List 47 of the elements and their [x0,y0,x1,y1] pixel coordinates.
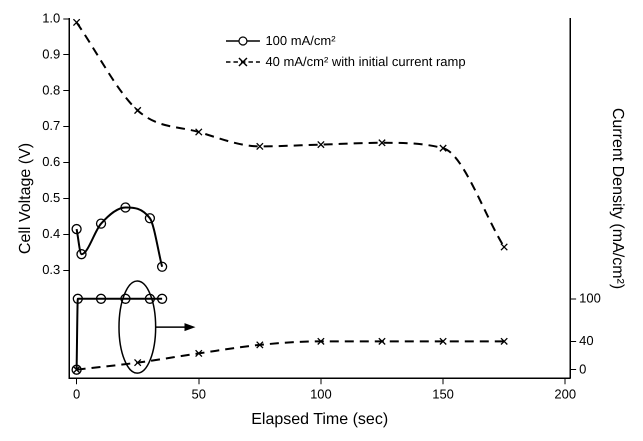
point [72,18,80,26]
point [194,128,203,136]
point [500,243,508,251]
y-tick-label: 0.8 [42,82,60,98]
y-tick-label: 0.6 [42,154,60,170]
point [96,294,106,304]
y-tick-label: 0.7 [42,118,60,134]
point [156,294,168,304]
y-tick-label: 1.0 [42,10,60,26]
point [120,294,131,304]
y2-tick-label: 0 [579,361,586,376]
y-tick-label: 0.5 [42,190,60,206]
point [317,338,325,346]
legend-label: 100 mA/cm² [265,32,336,48]
y-axis-title: Cell Voltage (V) [17,142,34,254]
point [134,358,142,366]
point [156,262,168,272]
point [256,142,264,150]
x-axis-title: Elapsed Time (sec) [251,410,388,428]
y2-tick-label: 40 [579,332,594,348]
point [194,350,203,358]
legend-label: 40 mA/cm² with initial current ramp [265,54,466,69]
x-tick-label: 150 [432,386,454,402]
x-tick-label: 50 [192,386,206,402]
point [144,294,156,304]
point [144,213,156,224]
point [134,106,142,114]
point [76,249,87,260]
x-tick-label: 0 [72,386,80,402]
point [439,144,447,152]
point [378,138,386,147]
point [378,338,386,346]
y2-tick-label: 100 [579,290,601,306]
y-tick-label: 0.9 [42,46,60,62]
point [500,338,508,346]
y2-axis-title: Current Density (mA/cm²) [608,108,626,290]
x-tick-label: 200 [554,386,576,402]
point [72,294,83,304]
point [317,140,325,148]
point [256,341,264,349]
point [96,218,106,229]
y-tick-label: 0.3 [42,262,60,277]
y-tick-label: 0.4 [42,226,60,242]
point [120,202,131,213]
x-tick-label: 100 [310,386,332,402]
point [71,224,82,234]
point [439,338,447,346]
